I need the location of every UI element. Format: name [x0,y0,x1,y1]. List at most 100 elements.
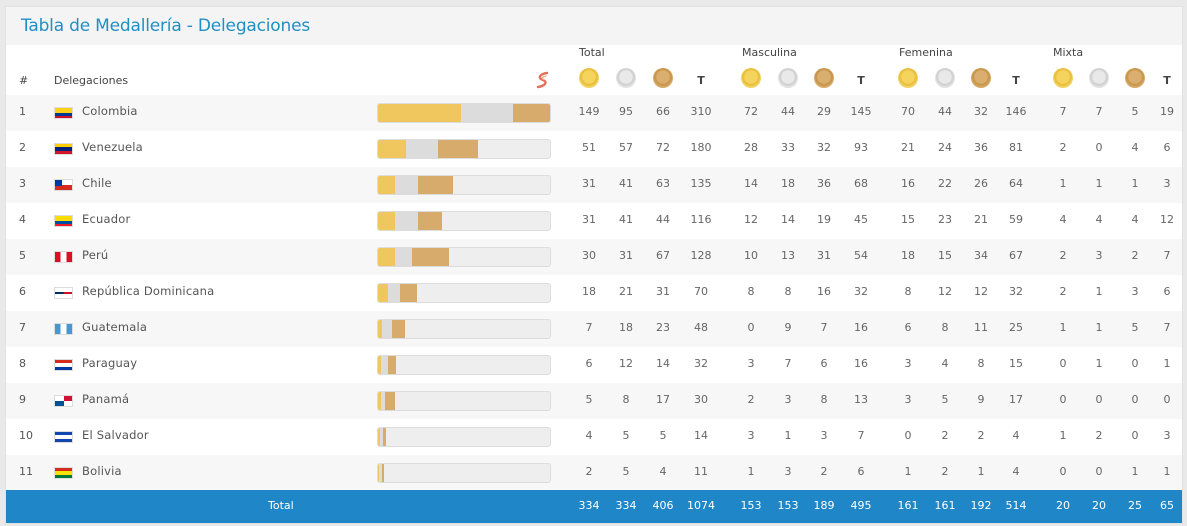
table-row[interactable]: 9 Panamá 5 8 17 30 2 3 8 13 3 5 9 17 0 0 0 0 [6,383,1182,419]
medal-progress-bar [377,211,551,231]
country-name[interactable]: Ecuador [82,212,131,226]
masculina-bronze-cell: 19 [817,213,831,226]
table-row[interactable]: 1 Colombia 149 95 66 310 72 44 29 145 70 44 32 146 7 7 5… [6,95,1182,131]
table-row[interactable]: 5 Perú 30 31 67 128 10 13 31 54 18 15 34 67 2 3 2 7 [6,239,1182,275]
total-gold-cell: 5 [585,393,593,406]
masculina-silver-medal-icon[interactable] [778,68,798,88]
total-masculina-bronze-cell: 189 [813,499,835,512]
table-row[interactable]: 8 Paraguay 6 12 14 32 3 7 6 16 3 4 8 15 0 1 0 1 [6,347,1182,383]
total-gold-cell: 7 [585,321,593,334]
mixta-silver-cell: 0 [1095,393,1103,406]
country-name[interactable]: Guatemala [82,320,148,334]
femenina-bronze-cell: 8 [977,357,985,370]
table-row[interactable]: 3 Chile 31 41 63 135 14 18 36 68 16 22 26 64 1 1 1 3 [6,167,1182,203]
masculina-t-cell: 7 [857,429,865,442]
rank-cell: 8 [19,357,26,370]
silver-segment [381,356,388,374]
masculina-silver-cell: 8 [784,285,792,298]
sport-logo-icon [536,71,549,89]
femenina-bronze-cell: 12 [974,285,988,298]
bronze-segment [382,428,386,446]
medal-progress-bar [377,247,551,267]
gold-segment [378,356,382,374]
total-gold-medal-icon[interactable] [579,68,599,88]
country-name[interactable]: El Salvador [82,428,149,442]
femenina-silver-medal-icon[interactable] [935,68,955,88]
masculina-gold-medal-icon[interactable] [741,68,761,88]
total-bronze-cell: 4 [659,465,667,478]
country-name[interactable]: Paraguay [82,356,138,370]
table-row[interactable]: 11 Bolivia 2 5 4 11 1 3 2 6 1 2 1 4 0 0 1 1 [6,455,1182,491]
medal-progress-bar [377,355,551,375]
mixta-silver-cell: 0 [1095,465,1103,478]
femenina-gold-medal-icon[interactable] [898,68,918,88]
country-name[interactable]: Colombia [82,104,138,118]
total-gold-cell: 6 [585,357,593,370]
table-row[interactable]: 6 República Dominicana 18 21 31 70 8 8 16 32 8 12 12… [6,275,1182,311]
gold-segment [378,320,382,338]
total-gold-cell: 18 [582,285,596,298]
medal-progress-bar [377,175,551,195]
silver-segment [395,212,418,230]
masculina-bronze-cell: 31 [817,249,831,262]
table-row[interactable]: 7 Guatemala 7 18 23 48 0 9 7 16 6 8 11 25 1 1 5 7 [6,311,1182,347]
country-name[interactable]: Perú [82,248,109,262]
total-t-cell: 135 [690,177,712,190]
flag-icon [54,323,73,335]
femenina-t-cell: 25 [1009,321,1023,334]
total-femenina-gold-cell: 161 [897,499,919,512]
masculina-t-header[interactable]: T [857,74,865,87]
total-silver-cell: 95 [619,105,633,118]
country-name[interactable]: Venezuela [82,140,143,154]
masculina-gold-cell: 72 [744,105,758,118]
total-silver-cell: 12 [619,357,633,370]
masculina-t-cell: 16 [854,321,868,334]
mixta-t-cell: 6 [1163,285,1171,298]
femenina-gold-cell: 0 [904,429,912,442]
mixta-bronze-cell: 2 [1131,249,1139,262]
masculina-silver-cell: 7 [784,357,792,370]
mixta-bronze-cell: 4 [1131,141,1139,154]
femenina-bronze-medal-icon[interactable] [971,68,991,88]
mixta-t-cell: 0 [1163,393,1171,406]
country-name[interactable]: Chile [82,176,112,190]
total-label: Total [268,499,294,512]
mixta-bronze-medal-icon[interactable] [1125,68,1145,88]
rank-cell: 10 [19,429,33,442]
masculina-bronze-medal-icon[interactable] [814,68,834,88]
medal-progress-bar [377,283,551,303]
masculina-gold-cell: 14 [744,177,758,190]
table-row[interactable]: 2 Venezuela 51 57 72 180 28 33 32 93 21 24 36 81 2 0 4 6 [6,131,1182,167]
table-row[interactable]: 10 El Salvador 4 5 5 14 3 1 3 7 0 2 2 4 1 2 0 3 [6,419,1182,455]
femenina-t-cell: 4 [1012,465,1020,478]
medal-progress-bar [377,319,551,339]
total-t-cell: 32 [694,357,708,370]
mixta-silver-cell: 1 [1095,357,1103,370]
femenina-silver-cell: 22 [938,177,952,190]
total-silver-cell: 41 [619,213,633,226]
femenina-gold-cell: 1 [904,465,912,478]
mixta-t-cell: 3 [1163,177,1171,190]
total-silver-medal-icon[interactable] [616,68,636,88]
mixta-t-header[interactable]: T [1163,74,1171,87]
mixta-t-cell: 7 [1163,321,1171,334]
mixta-gold-medal-icon[interactable] [1053,68,1073,88]
mixta-gold-cell: 2 [1059,249,1067,262]
gold-segment [378,392,381,410]
country-name[interactable]: Panamá [82,392,130,406]
total-masculina-gold-cell: 153 [740,499,762,512]
total-bronze-medal-icon[interactable] [653,68,673,88]
total-femenina-bronze-cell: 192 [970,499,992,512]
total-t-header[interactable]: T [697,74,705,87]
country-name[interactable]: República Dominicana [82,284,215,298]
delegations-header[interactable]: Delegaciones [54,74,129,87]
flag-icon [54,215,73,227]
femenina-gold-cell: 21 [901,141,915,154]
table-row[interactable]: 4 Ecuador 31 41 44 116 12 14 19 45 15 23 21 59 4 4 4 12 [6,203,1182,239]
femenina-t-header[interactable]: T [1012,74,1020,87]
country-name[interactable]: Bolivia [82,464,122,478]
rank-cell: 2 [19,141,26,154]
silver-segment [394,248,412,266]
mixta-bronze-cell: 0 [1131,429,1139,442]
mixta-silver-medal-icon[interactable] [1089,68,1109,88]
